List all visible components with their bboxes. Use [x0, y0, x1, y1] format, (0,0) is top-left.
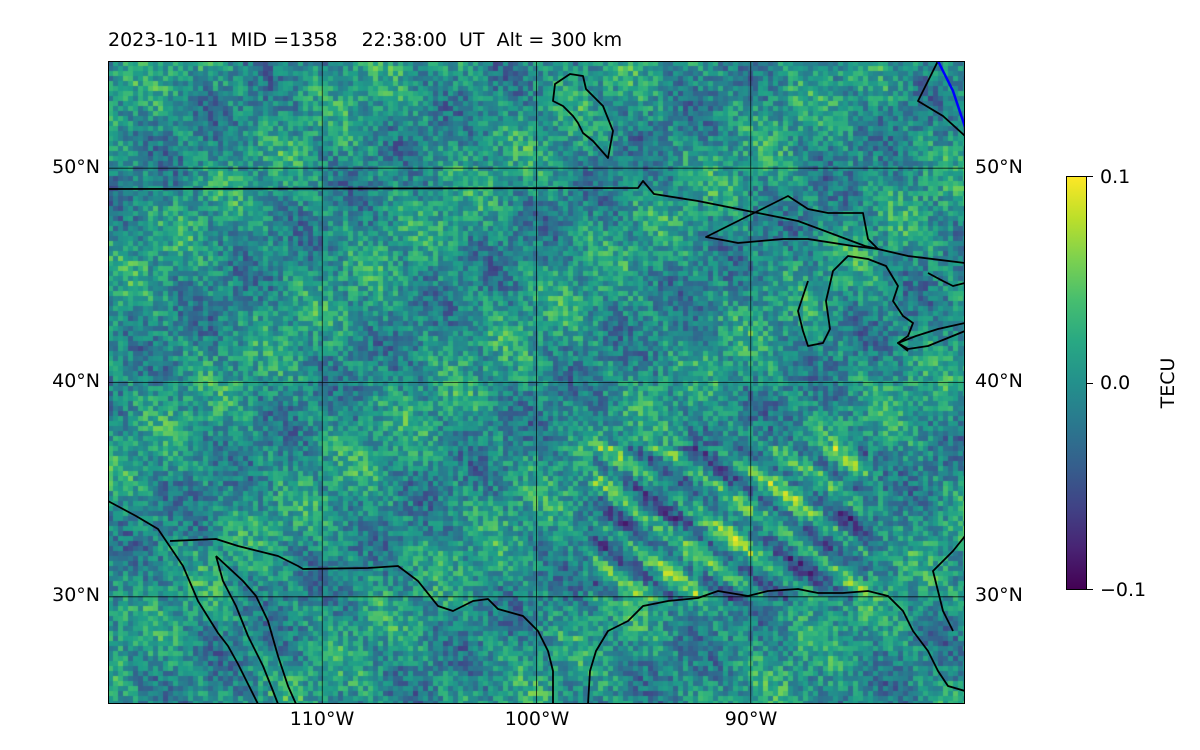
lat-label-right-50: 50°N — [975, 156, 1023, 178]
lon-label-100w: 100°W — [504, 708, 570, 730]
lat-label-left-40: 40°N — [52, 370, 100, 392]
colorbar-label-max: 0.1 — [1100, 166, 1131, 188]
atlantic-coast — [932, 535, 965, 632]
lake-huron — [897, 272, 965, 350]
lat-label-right-30: 30°N — [975, 584, 1023, 606]
lat-label-left-30: 30°N — [52, 584, 100, 606]
lat-label-left-50: 50°N — [52, 156, 100, 178]
baja-peninsula — [215, 555, 297, 704]
lake-superior — [705, 195, 879, 250]
gulf-coast — [587, 588, 965, 704]
map-panel[interactable] — [108, 61, 965, 704]
map-overlay — [108, 61, 965, 704]
plot-title: 2023-10-11 MID =1358 22:38:00 UT Alt = 3… — [108, 29, 623, 51]
lake-michigan — [797, 255, 914, 352]
lon-label-90w: 90°W — [724, 708, 778, 730]
colorbar-tick-zero — [1087, 383, 1093, 384]
colorbar-label-zero: 0.0 — [1100, 372, 1131, 394]
coastlines — [108, 61, 965, 704]
graticule — [108, 61, 965, 704]
lon-label-110w: 110°W — [289, 708, 355, 730]
hudson-coast — [552, 73, 614, 159]
colorbar — [1066, 176, 1087, 590]
colorbar-title: TECU — [1157, 357, 1179, 409]
blue-contour-line — [936, 61, 965, 128]
lat-label-right-40: 40°N — [975, 370, 1023, 392]
mexico-us-border — [169, 538, 554, 704]
pacific-coast — [108, 500, 259, 704]
colorbar-label-min: −0.1 — [1100, 579, 1147, 601]
colorbar-tick-max — [1087, 176, 1093, 177]
canada-us-border — [108, 180, 965, 264]
northeast-coast — [917, 61, 965, 137]
colorbar-tick-min — [1087, 589, 1093, 590]
